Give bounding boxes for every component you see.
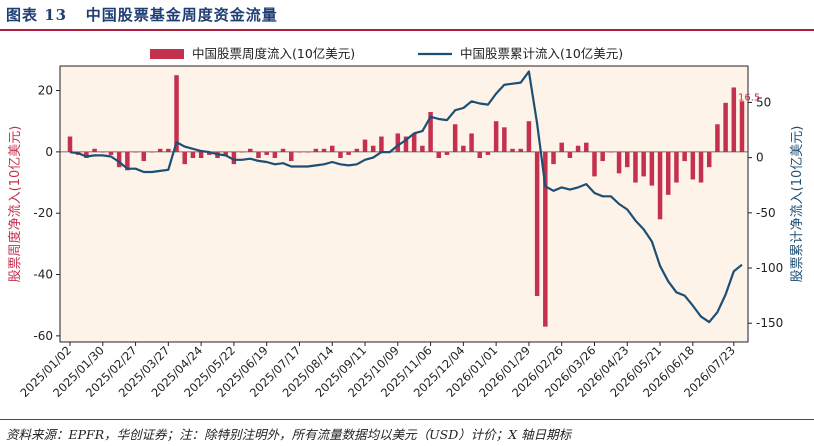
weekly-flow-bar	[289, 152, 294, 161]
right-tick-label: -50	[756, 206, 776, 220]
weekly-flow-bar	[535, 152, 540, 296]
weekly-flow-bar	[510, 149, 515, 152]
weekly-flow-bar	[445, 152, 450, 155]
weekly-flow-bar	[723, 103, 728, 152]
weekly-flow-bar	[674, 152, 679, 183]
weekly-flow-bar	[273, 152, 278, 158]
weekly-flow-bar	[68, 137, 73, 152]
weekly-flow-bar	[101, 152, 106, 153]
weekly-flow-bar	[486, 152, 491, 155]
source-rule	[0, 419, 814, 420]
weekly-flow-bar	[133, 152, 138, 153]
last-bar-annotation: 16.5	[738, 92, 760, 103]
left-tick-label: 20	[38, 84, 53, 98]
weekly-flow-bar	[617, 152, 622, 173]
legend-bar-swatch	[150, 49, 184, 59]
weekly-flow-bar	[527, 121, 532, 152]
weekly-flow-bar	[109, 152, 114, 155]
source-note: 资料来源：EPFR，华创证券；注：除特别注明外，所有流量数据均以美元（USD）计…	[6, 424, 571, 443]
weekly-flow-bar	[281, 149, 286, 152]
weekly-flow-bar	[641, 152, 646, 177]
left-tick-label: -60	[33, 329, 53, 343]
weekly-flow-bar	[600, 152, 605, 161]
weekly-flow-bar	[658, 152, 663, 219]
weekly-flow-bar	[256, 152, 261, 158]
weekly-flow-bar	[715, 124, 720, 152]
weekly-flow-bar	[314, 149, 319, 152]
weekly-flow-bar	[691, 152, 696, 180]
weekly-flow-bar	[576, 146, 581, 152]
weekly-flow-bar	[559, 143, 564, 152]
weekly-flow-bar	[338, 152, 343, 158]
left-tick-label: 0	[45, 145, 53, 159]
weekly-flow-bar	[625, 152, 630, 167]
weekly-flow-bar	[494, 121, 499, 152]
weekly-flow-bar	[264, 152, 269, 155]
right-tick-label: 0	[756, 151, 764, 165]
weekly-flow-bar	[297, 152, 302, 153]
weekly-flow-bar	[142, 152, 147, 161]
weekly-flow-bar	[396, 133, 401, 151]
weekly-flow-bar	[437, 152, 442, 158]
right-tick-label: -150	[756, 316, 783, 330]
weekly-flow-bar	[502, 127, 507, 152]
weekly-flow-bar	[420, 146, 425, 152]
figure-title: 图表 13 中国股票基金周度资金流量	[6, 4, 278, 25]
weekly-flow-bar	[461, 146, 466, 152]
weekly-flow-bar	[740, 101, 745, 152]
weekly-flow-bar	[330, 146, 335, 152]
weekly-flow-bar	[379, 137, 384, 152]
weekly-flow-bar	[182, 152, 187, 164]
weekly-flow-bar	[609, 152, 614, 153]
weekly-flow-bar	[699, 152, 704, 183]
figure-heading: 中国股票基金周度资金流量	[86, 6, 278, 24]
left-tick-label: -40	[33, 268, 53, 282]
weekly-flow-bar	[518, 149, 523, 152]
weekly-flow-bar	[682, 152, 687, 161]
dual-axis-chart: 200-20-40-60500-50-100-15016.52025/01/02…	[0, 32, 814, 418]
weekly-flow-bar	[355, 149, 360, 152]
weekly-flow-bar	[732, 87, 737, 151]
weekly-flow-bar	[592, 152, 597, 177]
title-rule	[0, 29, 814, 31]
figure-label: 图表 13	[6, 6, 67, 24]
legend-line-label: 中国股票累计流入(10亿美元)	[460, 46, 623, 61]
weekly-flow-bar	[363, 140, 368, 152]
weekly-flow-bar	[478, 152, 483, 158]
weekly-flow-bar	[371, 146, 376, 152]
weekly-flow-bar	[199, 152, 204, 158]
right-tick-label: -100	[756, 261, 783, 275]
weekly-flow-bar	[92, 149, 97, 152]
weekly-flow-bar	[666, 152, 671, 195]
weekly-flow-bar	[150, 152, 155, 153]
weekly-flow-bar	[117, 152, 122, 167]
right-axis-title: 股票累计净流入(10亿美元)	[790, 126, 805, 283]
weekly-flow-bar	[158, 149, 163, 152]
weekly-flow-bar	[248, 149, 253, 152]
weekly-flow-bar	[166, 149, 171, 152]
weekly-flow-bar	[174, 75, 179, 152]
weekly-flow-bar	[191, 152, 196, 158]
weekly-flow-bar	[346, 152, 351, 155]
weekly-flow-bar	[568, 152, 573, 158]
left-tick-label: -20	[33, 206, 53, 220]
weekly-flow-bar	[584, 143, 589, 152]
weekly-flow-bar	[412, 133, 417, 151]
weekly-flow-bar	[322, 149, 327, 152]
weekly-flow-bar	[305, 152, 310, 153]
weekly-flow-bar	[469, 133, 474, 151]
weekly-flow-bar	[650, 152, 655, 186]
weekly-flow-bar	[240, 152, 245, 153]
weekly-flow-bar	[707, 152, 712, 167]
weekly-flow-bar	[633, 152, 638, 183]
left-axis-title: 股票周度净流入(10亿美元)	[7, 126, 23, 283]
weekly-flow-bar	[551, 152, 556, 164]
legend-bar-label: 中国股票周度流入(10亿美元)	[192, 46, 355, 61]
plot-area	[60, 66, 748, 342]
weekly-flow-bar	[453, 124, 458, 152]
